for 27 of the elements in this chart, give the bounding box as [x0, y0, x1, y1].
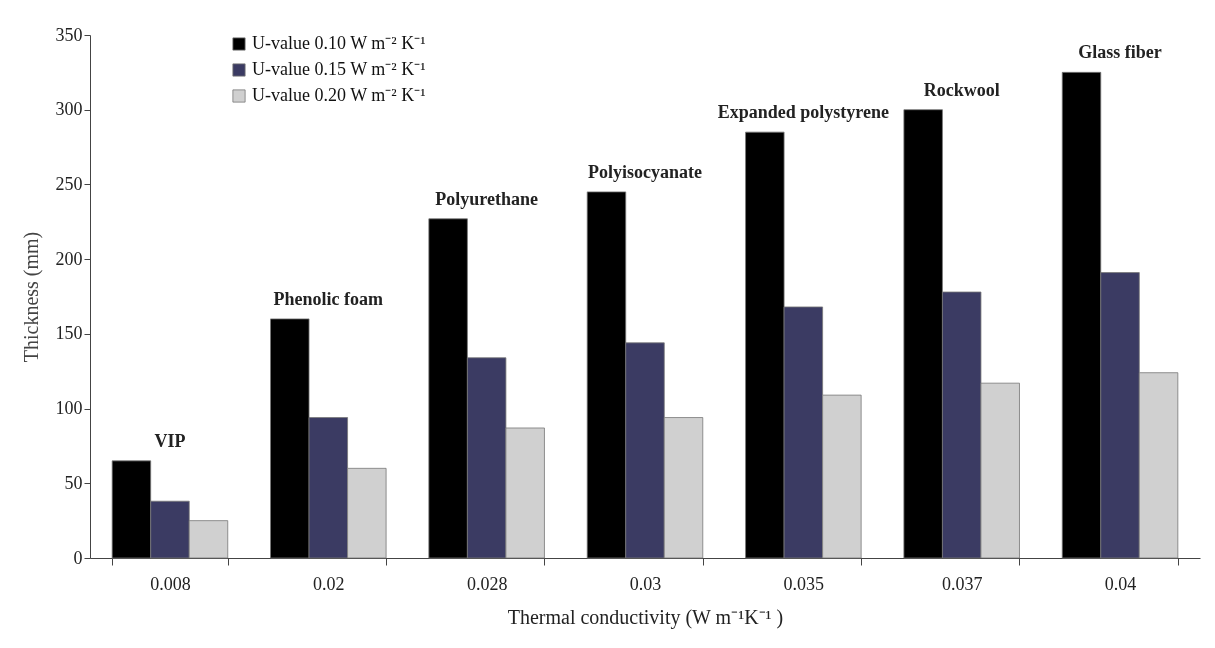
- y-tick-label: 100: [55, 398, 83, 419]
- y-tick-label: 350: [55, 24, 83, 45]
- annotation: VIP: [154, 430, 186, 451]
- y-tick-label: 300: [55, 99, 83, 120]
- annotation: Expanded polystyrene: [717, 102, 889, 123]
- legend-label: U-value 0.15 W m⁻² K⁻¹: [252, 59, 426, 79]
- y-tick-label: 0: [73, 547, 83, 568]
- y-tick-label: 150: [55, 323, 83, 344]
- y-tick-label: 200: [55, 248, 83, 269]
- y-tick-label: 250: [55, 173, 83, 194]
- x-axis-title: Thermal conductivity (W m⁻¹K⁻¹ ): [507, 605, 784, 629]
- x-tick-label: 0.028: [466, 573, 508, 594]
- x-tick-label: 0.04: [1104, 573, 1137, 594]
- y-axis-title: Thickness (mm): [19, 231, 43, 363]
- x-tick-label: 0.008: [150, 573, 191, 594]
- x-tick-label: 0.03: [629, 573, 662, 594]
- legend-label: U-value 0.10 W m⁻² K⁻¹: [252, 33, 426, 53]
- x-tick-label: 0.035: [783, 573, 825, 594]
- x-tick-label: 0.037: [941, 573, 983, 594]
- legend-label: U-value 0.20 W m⁻² K⁻¹: [252, 85, 426, 105]
- annotation: Phenolic foam: [273, 288, 384, 309]
- x-tick-label: 0.02: [313, 573, 345, 594]
- annotation: Polyisocyanate: [588, 161, 702, 182]
- annotation: Rockwool: [923, 79, 1000, 100]
- annotation: Glass fiber: [1078, 42, 1162, 63]
- y-tick-label: 50: [64, 472, 83, 493]
- annotation: Polyurethane: [435, 188, 538, 209]
